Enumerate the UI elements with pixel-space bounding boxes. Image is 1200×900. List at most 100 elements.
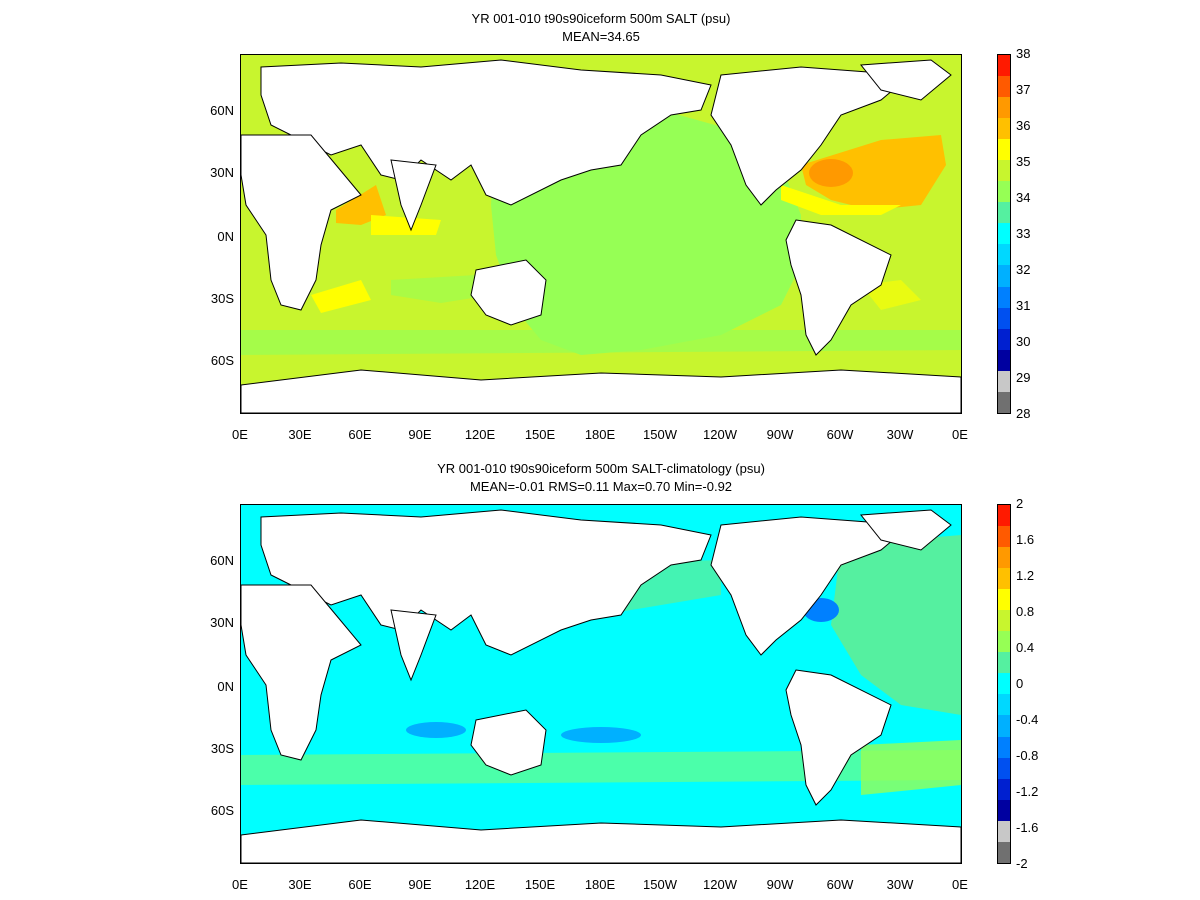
bottom-lon-label: 0E (232, 877, 248, 892)
bottom-lon-label: 90W (766, 877, 794, 892)
eurasia-land (260, 509, 712, 656)
top-lon-label: 60E (348, 427, 372, 442)
top-colorbar-label: 32 (1016, 262, 1031, 277)
bottom-lon-label: 90E (408, 877, 432, 892)
top-colorbar-label: 34 (1016, 190, 1031, 205)
bottom-lat-label-60n: 60N (210, 553, 234, 568)
bottom-colorbar-swatch (998, 820, 1010, 842)
bottom-colorbar-swatch (998, 715, 1010, 737)
top-colorbar-label: 38 (1016, 46, 1031, 61)
top-lat-label-60n: 60N (210, 103, 234, 118)
indian-ocean-low-patch (391, 275, 491, 303)
southern-ocean-positive-band (241, 750, 961, 785)
south-atlantic-positive-anomaly (861, 740, 961, 795)
north-atlantic-high-salinity (801, 135, 946, 210)
bottom-colorbar-label: -1.6 (1016, 820, 1039, 835)
top-map-subtitle: MEAN=34.65 (562, 29, 640, 44)
bottom-colorbar-label: 1.6 (1016, 532, 1035, 547)
bottom-colorbar-swatch (998, 757, 1010, 779)
top-colorbar-label: 37 (1016, 82, 1031, 97)
top-colorbar-swatch (998, 160, 1010, 182)
bottom-colorbar-swatch (998, 505, 1010, 527)
bottom-colorbar (997, 504, 1011, 864)
bottom-colorbar-label: -0.4 (1016, 712, 1039, 727)
bottom-colorbar-label: 2 (1016, 496, 1024, 511)
south-pacific-negative-anomaly (561, 727, 641, 743)
top-lon-label: 90W (766, 427, 794, 442)
top-colorbar-swatch (998, 223, 1010, 245)
bottom-map-title: YR 001-010 t90s90iceform 500m SALT-clima… (437, 461, 765, 476)
australia-land (470, 259, 547, 326)
top-lon-label: 60W (826, 427, 854, 442)
top-colorbar (997, 54, 1011, 414)
sargasso-max (809, 159, 853, 187)
greenland-land (860, 59, 952, 101)
bottom-colorbar-swatch (998, 673, 1010, 695)
top-lat-label-0n: 0N (217, 229, 234, 244)
australia-land (470, 709, 547, 776)
top-lon-label: 30W (886, 427, 914, 442)
top-lat-label-30n: 30N (210, 165, 234, 180)
top-colorbar-swatch (998, 370, 1010, 392)
top-colorbar-swatch (998, 244, 1010, 266)
bottom-lon-label: 0E (952, 877, 968, 892)
top-colorbar-swatch (998, 349, 1010, 371)
top-colorbar-swatch (998, 391, 1010, 413)
top-colorbar-swatch (998, 307, 1010, 329)
africa-land (241, 134, 362, 311)
top-colorbar-swatch (998, 265, 1010, 287)
south-america-land (785, 669, 892, 806)
bottom-colorbar-swatch (998, 589, 1010, 611)
bottom-colorbar-swatch (998, 526, 1010, 548)
bottom-colorbar-label: 0 (1016, 676, 1024, 691)
bottom-colorbar-label: 1.2 (1016, 568, 1035, 583)
top-colorbar-label: 36 (1016, 118, 1031, 133)
north-atlantic-positive-anomaly (831, 535, 961, 715)
bottom-colorbar-swatch (998, 841, 1010, 863)
top-colorbar-swatch (998, 139, 1010, 161)
bottom-colorbar-label: -2 (1016, 856, 1028, 871)
bottom-colorbar-swatch (998, 631, 1010, 653)
bottom-colorbar-swatch (998, 736, 1010, 758)
bottom-colorbar-swatch (998, 652, 1010, 674)
bottom-lat-label-60s: 60S (210, 803, 234, 818)
bottom-lon-label: 30W (886, 877, 914, 892)
bottom-colorbar-label: 0.4 (1016, 640, 1035, 655)
subtropical-atlantic-yellow (781, 185, 901, 215)
arabian-sea-high (336, 185, 386, 225)
southern-ocean-low-band (241, 330, 961, 355)
top-colorbar-swatch (998, 328, 1010, 350)
bottom-lat-label-30s: 30S (210, 741, 234, 756)
top-lon-label: 180E (584, 427, 616, 442)
top-colorbar-swatch (998, 181, 1010, 203)
top-map-title: YR 001-010 t90s90iceform 500m SALT (psu) (471, 11, 731, 26)
bottom-colorbar-swatch (998, 778, 1010, 800)
africa-land (241, 584, 362, 761)
bottom-lon-label: 180E (584, 877, 616, 892)
top-lon-label: 150E (524, 427, 556, 442)
top-lon-label: 120W (703, 427, 737, 442)
top-colorbar-swatch (998, 76, 1010, 98)
top-colorbar-label: 35 (1016, 154, 1031, 169)
top-colorbar-label: 30 (1016, 334, 1031, 349)
bottom-lon-label: 60E (348, 877, 372, 892)
top-colorbar-swatch (998, 202, 1010, 224)
india-land (390, 159, 437, 232)
bottom-anomaly-map (240, 504, 962, 864)
south-america-land (785, 219, 892, 356)
top-colorbar-label: 28 (1016, 406, 1031, 421)
bottom-colorbar-swatch (998, 799, 1010, 821)
bottom-lon-label: 150E (524, 877, 556, 892)
bottom-lon-label: 150W (643, 877, 677, 892)
bottom-lon-label: 120E (464, 877, 496, 892)
top-colorbar-swatch (998, 55, 1010, 77)
eurasia-land (260, 59, 712, 206)
bottom-colorbar-swatch (998, 568, 1010, 590)
south-indian-yellow (311, 280, 371, 313)
top-colorbar-label: 33 (1016, 226, 1031, 241)
indian-ocean-yellow (371, 215, 441, 235)
top-colorbar-label: 31 (1016, 298, 1031, 313)
top-lon-label: 0E (232, 427, 248, 442)
top-lon-label: 0E (952, 427, 968, 442)
top-salinity-map (240, 54, 962, 414)
